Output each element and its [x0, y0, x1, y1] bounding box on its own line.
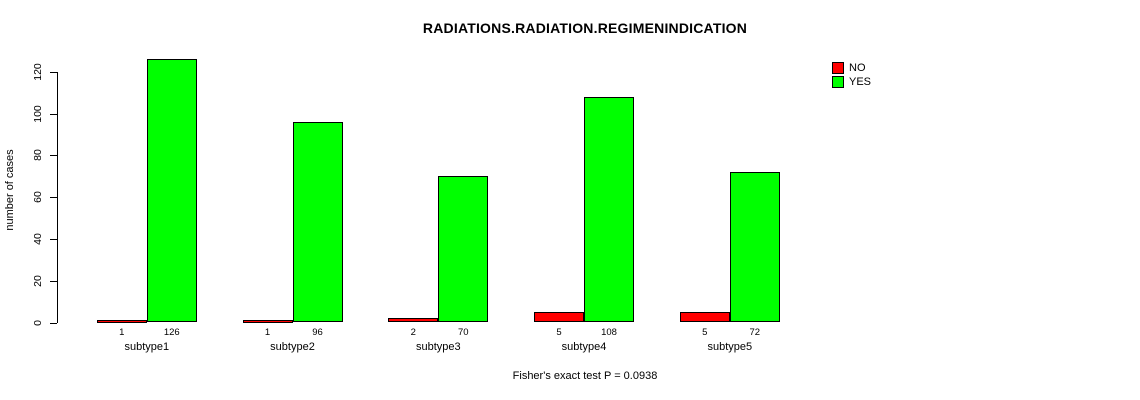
category-label: subtype4 — [561, 341, 607, 353]
y-tick-label: 100 — [32, 104, 44, 123]
legend-swatch-no — [832, 62, 844, 74]
category-label: subtype2 — [270, 341, 315, 353]
bar-value-label: 70 — [458, 327, 469, 338]
legend-item-yes: YES — [832, 75, 871, 89]
bar-value-label: 108 — [601, 327, 617, 338]
legend-label: YES — [849, 76, 872, 88]
y-tick — [50, 322, 57, 324]
y-tick — [50, 280, 57, 282]
bar-value-label: 96 — [312, 327, 323, 338]
y-tick — [50, 238, 57, 240]
y-tick-label: 20 — [32, 274, 44, 287]
y-tick — [50, 71, 57, 73]
bar-yes — [292, 121, 343, 323]
bar-no — [96, 319, 147, 323]
bar-yes — [146, 59, 197, 323]
legend-label: NO — [849, 62, 866, 74]
bar-no — [242, 319, 293, 323]
y-tick-label: 0 — [32, 319, 44, 326]
y-tick-label: 80 — [32, 149, 44, 162]
category-label: subtype1 — [124, 341, 170, 353]
legend-item-no: NO — [832, 61, 871, 75]
bar-value-label: 126 — [163, 327, 180, 338]
bar-no — [679, 312, 730, 323]
bar-value-label: 5 — [556, 327, 562, 338]
bar-value-label: 72 — [749, 327, 761, 338]
y-tick — [50, 155, 57, 157]
annotation-text: Fisher's exact test P = 0.0938 — [512, 370, 658, 382]
bar-no — [534, 312, 584, 323]
legend: NO YES — [832, 61, 871, 89]
y-tick-label: 60 — [32, 191, 44, 203]
y-axis-label: number of cases — [4, 149, 16, 231]
category-label: subtype5 — [707, 341, 753, 353]
y-tick — [50, 113, 57, 115]
bar-value-label: 1 — [264, 327, 271, 338]
bar-value-label: 5 — [702, 327, 708, 338]
y-tick-label: 40 — [32, 233, 44, 245]
legend-swatch-yes — [832, 76, 844, 88]
y-axis-line — [57, 71, 58, 324]
bar-value-label: 2 — [410, 327, 416, 338]
bar-yes — [584, 96, 634, 323]
bar-no — [388, 318, 439, 323]
y-tick-label: 120 — [32, 62, 44, 81]
y-tick — [50, 197, 57, 199]
bar-yes — [729, 172, 780, 323]
category-label: subtype3 — [415, 341, 461, 353]
chart-title: RADIATIONS.RADIATION.REGIMENINDICATION — [422, 20, 748, 36]
bar-value-label: 1 — [119, 327, 125, 338]
bar-yes — [438, 176, 489, 323]
